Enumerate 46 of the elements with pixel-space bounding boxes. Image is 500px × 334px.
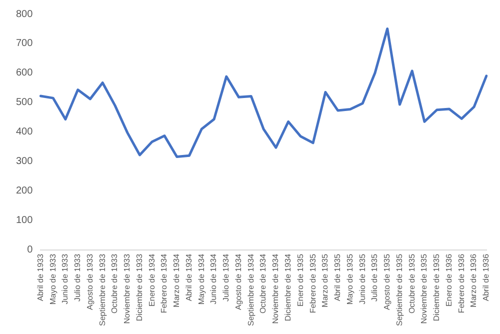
x-tick-label: Enero de 1935 (296, 253, 305, 306)
x-tick-label: Julio de 1933 (73, 253, 82, 302)
x-tick-label: Abril de 1933 (36, 253, 45, 302)
x-tick-label: Octubre de 1935 (407, 253, 416, 314)
x-tick-label: Mayo de 1934 (196, 253, 206, 305)
x-tick-label: Diciembre de 1933 (134, 253, 144, 322)
x-tick-label: Noviembre de 1935 (420, 253, 429, 324)
y-tick-label: 200 (16, 186, 34, 197)
x-tick-label: Abril de 1935 (333, 253, 342, 302)
y-tick-label: 700 (16, 38, 34, 50)
x-tick-label: Diciembre de 1935 (432, 253, 442, 322)
x-tick-label: Octubre de 1933 (110, 253, 120, 314)
x-tick-label: Mayo de 1933 (48, 253, 58, 305)
x-tick-label: Julio de 1935 (370, 253, 380, 302)
x-tick-label: Agosto de 1935 (382, 253, 392, 310)
x-tick-label: Marzo de 1936 (469, 253, 478, 308)
x-tick-label: Junio de 1933 (60, 253, 70, 304)
x-tick-label: Diciembre de 1934 (284, 253, 293, 322)
x-tick-label: Septiembre de 1933 (98, 253, 107, 326)
x-tick-label: Mayo de 1935 (345, 253, 354, 305)
x-tick-label: Septiembre de 1935 (394, 253, 404, 326)
x-tick-label: Abril de 1934 (184, 253, 194, 302)
x-tick-label: Febrero de 1934 (160, 253, 169, 314)
y-tick-label: 400 (16, 126, 34, 138)
x-tick-label: Agosto de 1934 (234, 253, 243, 310)
x-tick-label: Enero de 1936 (444, 253, 454, 306)
x-tick-label: Febrero de 1935 (308, 253, 318, 314)
y-tick-label: 0 (27, 244, 34, 256)
y-tick-label: 500 (16, 97, 34, 108)
x-tick-label: Marzo de 1935 (320, 253, 330, 308)
y-tick-label: 300 (16, 156, 34, 168)
x-tick-label: Marzo de 1934 (172, 253, 182, 308)
x-tick-label: Junio de 1935 (358, 253, 367, 304)
x-tick-label: Noviembre de 1933 (122, 253, 132, 324)
x-tick-label: Julio de 1934 (222, 253, 231, 302)
x-tick-label: Noviembre de 1934 (271, 253, 280, 324)
y-tick-label: 100 (16, 215, 34, 226)
x-tick-label: Octubre de 1934 (258, 253, 268, 314)
y-tick-label: 800 (16, 8, 34, 20)
x-tick-label: Abril de 1936 (482, 253, 491, 302)
x-tick-label: Enero de 1934 (147, 253, 156, 306)
y-tick-label: 600 (16, 68, 34, 79)
x-tick-label: Agosto de 1933 (85, 253, 94, 310)
x-tick-label: Junio de 1934 (209, 253, 218, 304)
x-tick-label: Febrero de 1936 (456, 253, 466, 314)
x-tick-label: Septiembre de 1934 (246, 253, 256, 326)
